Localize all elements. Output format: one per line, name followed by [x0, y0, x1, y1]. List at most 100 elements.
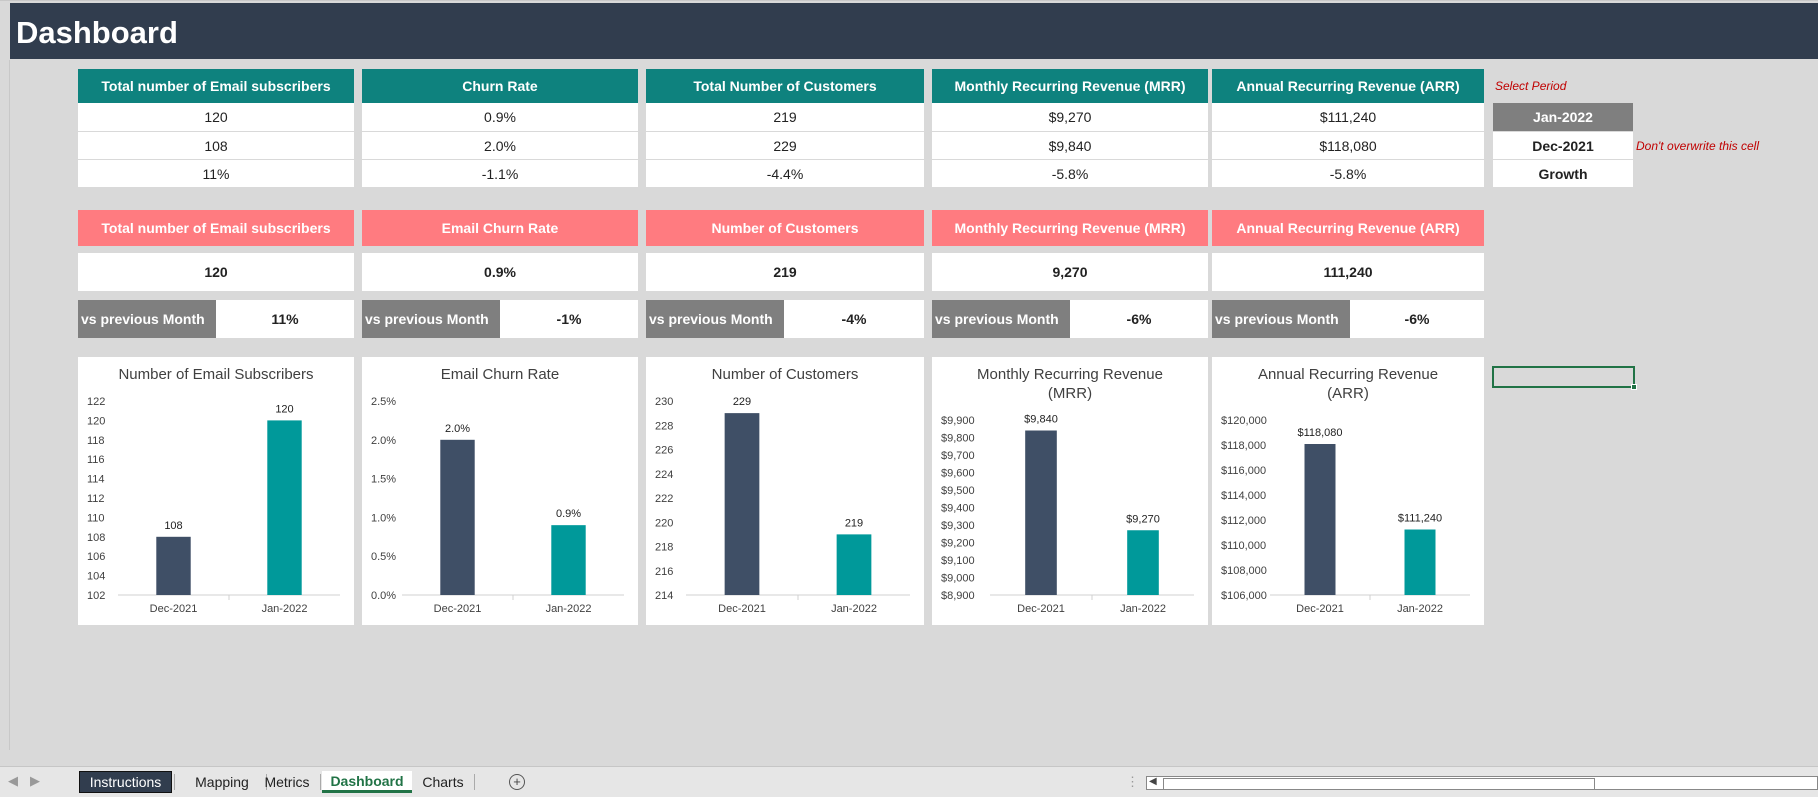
tab-dashboard[interactable]: Dashboard	[322, 771, 412, 793]
summary-header[interactable]: Monthly Recurring Revenue (MRR)	[932, 69, 1208, 103]
y-tick-label: 220	[655, 517, 673, 529]
kpi-vs-row: vs previous Month -6%	[1212, 300, 1484, 338]
summary-cell[interactable]: $118,080	[1212, 131, 1484, 159]
y-tick-label: $110,000	[1221, 540, 1266, 552]
bar-data-label: $118,080	[1297, 427, 1342, 439]
y-tick-label: 110	[87, 512, 105, 524]
chart-arr[interactable]: Annual Recurring Revenue (ARR) $106,000 $10…	[1212, 357, 1484, 625]
summary-cell[interactable]: -4.4%	[646, 159, 924, 187]
chart-mrr[interactable]: Monthly Recurring Revenue (MRR) $8,900 $9,0…	[932, 357, 1208, 625]
selected-cell[interactable]	[1492, 366, 1635, 388]
y-tick-label: $116,000	[1221, 465, 1266, 477]
y-tick-label: 116	[87, 454, 105, 466]
scroll-tabs-left-icon[interactable]: ◀	[8, 773, 18, 788]
y-tick-label: 108	[87, 532, 105, 544]
select-period-label: Select Period	[1495, 79, 1567, 93]
add-sheet-icon[interactable]: +	[509, 774, 525, 790]
summary-cell[interactable]: $9,840	[932, 131, 1208, 159]
tab-instructions[interactable]: Instructions	[79, 771, 172, 793]
kpi-vs-value: -6%	[1404, 311, 1430, 327]
overwrite-warning: Don't overwrite this cell	[1636, 139, 1759, 153]
kpi-title: Email Churn Rate	[362, 210, 638, 246]
x-tick-label: Dec-2021	[718, 603, 766, 615]
summary-cell[interactable]: $111,240	[1212, 103, 1484, 131]
summary-header[interactable]: Total Number of Customers	[646, 69, 924, 103]
period-selector-current[interactable]: Jan-2022	[1493, 103, 1633, 131]
bar-data-label: 108	[164, 520, 182, 532]
chart-bar	[724, 413, 760, 595]
y-tick-label: 2.5%	[371, 396, 396, 408]
y-tick-label: $9,700	[941, 450, 975, 462]
chart-bar	[551, 525, 586, 595]
y-tick-label: $9,400	[941, 503, 975, 515]
y-tick-label: 222	[655, 493, 673, 505]
tab-mapping[interactable]: Mapping	[195, 774, 249, 790]
kpi-vs-value: -1%	[556, 311, 582, 327]
y-tick-label: 0.5%	[371, 551, 396, 563]
summary-header[interactable]: Annual Recurring Revenue (ARR)	[1212, 69, 1484, 103]
sheet-tab-bar: ◀ ▶ Instructions Mapping Metrics Dashboa…	[0, 766, 1818, 797]
x-tick-label: Dec-2021	[150, 603, 198, 615]
kpi-value: 0.9%	[362, 253, 638, 291]
chart-customers[interactable]: Number of Customers 214 216 218 220 222 224 226…	[646, 357, 924, 625]
tab-metrics[interactable]: Metrics	[264, 774, 310, 790]
chart-email-subscribers[interactable]: Number of Email Subscribers 102 104 106 108 1…	[78, 357, 354, 625]
kpi-vs-label: vs previous Month	[646, 300, 784, 338]
y-tick-label: 214	[655, 590, 673, 602]
x-tick-label: Jan-2022	[262, 603, 308, 615]
y-tick-label: 1.0%	[371, 512, 396, 524]
kpi-vs-value: -6%	[1126, 311, 1152, 327]
chart-email-churn[interactable]: Email Churn Rate 0.0% 0.5% 1.0% 1.5% 2.0% 2.5%…	[362, 357, 638, 625]
chart-bar	[156, 536, 191, 595]
tab-split-handle-icon[interactable]: ⋮	[1126, 774, 1139, 789]
fill-handle[interactable]	[1631, 384, 1637, 390]
y-tick-label: 104	[87, 571, 105, 583]
bar-data-label: 229	[733, 396, 751, 408]
y-tick-label: $118,000	[1221, 440, 1266, 452]
kpi-vs-label: vs previous Month	[78, 300, 216, 338]
chart-title: (MRR)	[1048, 385, 1092, 402]
summary-header[interactable]: Churn Rate	[362, 69, 638, 103]
dashboard-header: Dashboard	[10, 3, 1818, 59]
chart-bar	[267, 420, 302, 595]
y-tick-label: $9,900	[941, 415, 975, 427]
x-tick-label: Jan-2022	[1397, 603, 1443, 615]
x-tick-label: Dec-2021	[1017, 603, 1065, 615]
x-tick-label: Jan-2022	[831, 603, 877, 615]
summary-cell[interactable]: 108	[78, 131, 354, 159]
summary-cell[interactable]: 229	[646, 131, 924, 159]
summary-cell[interactable]: $9,270	[932, 103, 1208, 131]
y-tick-label: 226	[655, 445, 673, 457]
chart-bar	[1404, 529, 1436, 595]
summary-cell[interactable]: 11%	[78, 159, 354, 187]
period-selector-previous[interactable]: Dec-2021	[1493, 131, 1633, 159]
summary-cell[interactable]: 219	[646, 103, 924, 131]
y-tick-label: 1.5%	[371, 474, 396, 486]
bar-data-label: 0.9%	[556, 508, 581, 520]
horizontal-scroll-thumb[interactable]	[1163, 778, 1595, 790]
chart-title: (ARR)	[1327, 385, 1369, 402]
period-selector-growth[interactable]: Growth	[1493, 159, 1633, 187]
bar-data-label: 120	[275, 403, 293, 415]
bar-data-label: 219	[845, 517, 863, 529]
summary-cell[interactable]: -5.8%	[1212, 159, 1484, 187]
summary-cell[interactable]: -5.8%	[932, 159, 1208, 187]
scroll-tabs-right-icon[interactable]: ▶	[30, 773, 40, 788]
kpi-title: Number of Customers	[646, 210, 924, 246]
summary-header[interactable]: Total number of Email subscribers	[78, 69, 354, 103]
y-tick-label: 218	[655, 542, 673, 554]
horizontal-scrollbar[interactable]: ◀	[1146, 776, 1818, 790]
kpi-title: Total number of Email subscribers	[78, 210, 354, 246]
kpi-vs-row: vs previous Month -1%	[362, 300, 638, 338]
summary-cell[interactable]: 120	[78, 103, 354, 131]
y-tick-label: 228	[655, 420, 673, 432]
tab-charts[interactable]: Charts	[422, 774, 464, 790]
summary-cell[interactable]: 2.0%	[362, 131, 638, 159]
summary-cell[interactable]: 0.9%	[362, 103, 638, 131]
y-tick-label: $9,300	[941, 520, 975, 532]
scroll-left-icon[interactable]: ◀	[1149, 776, 1157, 787]
chart-title: Email Churn Rate	[441, 366, 559, 383]
summary-cell[interactable]: -1.1%	[362, 159, 638, 187]
chart-title: Number of Email Subscribers	[118, 366, 313, 383]
kpi-vs-value: 11%	[271, 311, 299, 327]
